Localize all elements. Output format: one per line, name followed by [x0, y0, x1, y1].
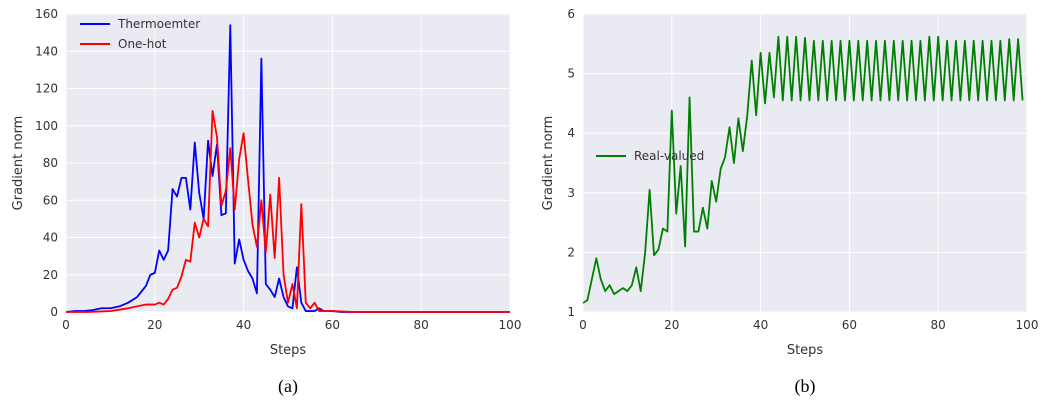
- caption-a: (a): [278, 376, 298, 397]
- legend-b: Real-valued: [596, 149, 704, 163]
- series-lines-b: [582, 35, 1024, 304]
- y-tick-label: 3: [567, 186, 575, 200]
- y-tick-label: 40: [43, 231, 58, 245]
- x-tick-label: 40: [753, 318, 768, 332]
- plot-area-b: [583, 14, 1027, 312]
- y-tick-label: 100: [35, 119, 58, 133]
- y-tick-label: 80: [43, 156, 58, 170]
- y-tick-label: 160: [35, 7, 58, 21]
- x-tick-label: 20: [147, 318, 162, 332]
- x-axis-label-b: Steps: [787, 343, 824, 358]
- y-tick-label: 2: [567, 245, 575, 259]
- series-line-thermoemter: [65, 24, 510, 313]
- legend-label: Real-valued: [634, 149, 704, 163]
- y-tick-label: 1: [567, 305, 575, 319]
- x-axis-label-a: Steps: [270, 343, 307, 358]
- x-tick-label: 0: [579, 318, 587, 332]
- x-tick-label: 60: [325, 318, 340, 332]
- y-tick-label: 20: [43, 268, 58, 282]
- x-tick-label: 100: [1016, 318, 1039, 332]
- x-tick-label: 80: [414, 318, 429, 332]
- series-line-one-hot: [66, 109, 510, 313]
- x-tick-label: 20: [664, 318, 679, 332]
- grid-a: [65, 13, 511, 313]
- legend-a: Thermoemter One-hot: [80, 17, 200, 51]
- y-tick-label: 120: [35, 82, 58, 96]
- x-tick-label: 40: [236, 318, 251, 332]
- y-tick-label: 4: [567, 126, 575, 140]
- x-tick-label: 80: [931, 318, 946, 332]
- legend-label: Thermoemter: [117, 17, 200, 31]
- y-tick-label: 5: [567, 67, 575, 81]
- grid-b: [582, 13, 1028, 313]
- y-tick-label: 6: [567, 7, 575, 21]
- y-tick-label: 60: [43, 193, 58, 207]
- tick-labels-b: 0 20 40 60 80 100 1 2 3 4 5 6: [567, 7, 1038, 332]
- y-tick-label: 0: [50, 305, 58, 319]
- legend-label: One-hot: [118, 37, 167, 51]
- series-line-real-valued: [582, 35, 1024, 304]
- y-tick-label: 140: [35, 44, 58, 58]
- caption-b: (b): [795, 376, 816, 397]
- x-tick-label: 0: [62, 318, 70, 332]
- chart-panel-b: 0 20 40 60 80 100 1 2 3 4 5 6 Steps Gradient norm R…: [541, 7, 1038, 397]
- y-axis-label-a: Gradient norm: [11, 116, 26, 211]
- tick-labels-a: 0 20 40 60 80 100 0 20 40 60 80 100 120 140 160: [35, 7, 521, 332]
- series-lines-a: [65, 24, 510, 313]
- x-tick-label: 60: [842, 318, 857, 332]
- y-axis-label-b: Gradient norm: [541, 116, 556, 211]
- x-tick-label: 100: [499, 318, 522, 332]
